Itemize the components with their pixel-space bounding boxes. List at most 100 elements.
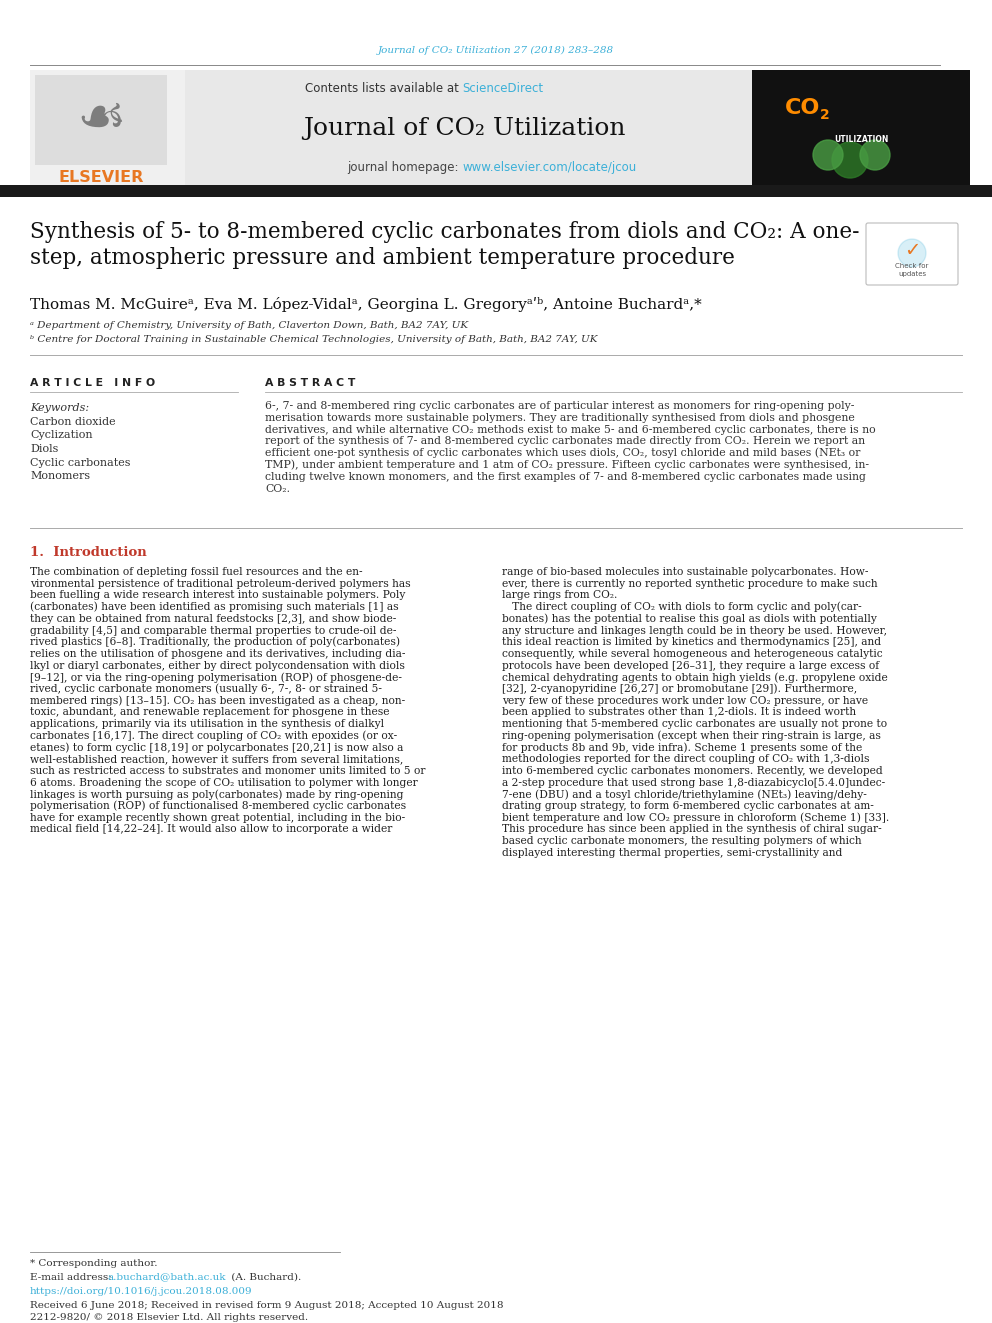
Text: etanes) to form cyclic [18,19] or polycarbonates [20,21] is now also a: etanes) to form cyclic [18,19] or polyca…: [30, 742, 404, 753]
Text: Check for: Check for: [896, 263, 929, 269]
Bar: [30, 70, 760, 188]
Circle shape: [813, 140, 843, 169]
Text: rived, cyclic carbonate monomers (usually 6-, 7-, 8- or strained 5-: rived, cyclic carbonate monomers (usuall…: [30, 684, 382, 695]
Text: Carbon dioxide: Carbon dioxide: [30, 417, 116, 427]
Text: A R T I C L E   I N F O: A R T I C L E I N F O: [30, 378, 155, 388]
Text: toxic, abundant, and renewable replacement for phosgene in these: toxic, abundant, and renewable replaceme…: [30, 708, 390, 717]
Text: (A. Buchard).: (A. Buchard).: [228, 1273, 302, 1282]
Text: ring-opening polymerisation (except when their ring-strain is large, as: ring-opening polymerisation (except when…: [502, 730, 881, 741]
Bar: [752, 70, 970, 188]
Text: for products 8b and 9b, vide infra). Scheme 1 presents some of the: for products 8b and 9b, vide infra). Sch…: [502, 742, 862, 753]
Text: ✓: ✓: [904, 241, 921, 259]
Circle shape: [832, 142, 868, 179]
Text: been fuelling a wide research interest into sustainable polymers. Poly: been fuelling a wide research interest i…: [30, 590, 406, 601]
Text: carbonates [16,17]. The direct coupling of CO₂ with epoxides (or ox-: carbonates [16,17]. The direct coupling …: [30, 730, 397, 741]
Text: derivatives, and while alternative CO₂ methods exist to make 5- and 6-membered c: derivatives, and while alternative CO₂ m…: [265, 425, 876, 434]
Text: The combination of depleting fossil fuel resources and the en-: The combination of depleting fossil fuel…: [30, 568, 363, 577]
Text: Journal of CO₂ Utilization 27 (2018) 283–288: Journal of CO₂ Utilization 27 (2018) 283…: [378, 45, 614, 54]
FancyBboxPatch shape: [866, 224, 958, 284]
Text: The direct coupling of CO₂ with diols to form cyclic and poly(car-: The direct coupling of CO₂ with diols to…: [502, 602, 862, 613]
Circle shape: [860, 140, 890, 169]
Text: merisation towards more sustainable polymers. They are traditionally synthesised: merisation towards more sustainable poly…: [265, 413, 855, 423]
Text: TMP), under ambient temperature and 1 atm of CO₂ pressure. Fifteen cyclic carbon: TMP), under ambient temperature and 1 at…: [265, 459, 869, 470]
Text: [32], 2-cyanopyridine [26,27] or bromobutane [29]). Furthermore,: [32], 2-cyanopyridine [26,27] or bromobu…: [502, 684, 857, 695]
Text: medical field [14,22–24]. It would also allow to incorporate a wider: medical field [14,22–24]. It would also …: [30, 824, 393, 835]
Text: drating group strategy, to form 6-membered cyclic carbonates at am-: drating group strategy, to form 6-member…: [502, 800, 874, 811]
Text: A B S T R A C T: A B S T R A C T: [265, 378, 355, 388]
Text: methodologies reported for the direct coupling of CO₂ with 1,3-diols: methodologies reported for the direct co…: [502, 754, 870, 765]
Text: ☙: ☙: [76, 93, 126, 147]
Text: [9–12], or via the ring-opening polymerisation (ROP) of phosgene-de-: [9–12], or via the ring-opening polymeri…: [30, 672, 402, 683]
Text: been applied to substrates other than 1,2-diols. It is indeed worth: been applied to substrates other than 1,…: [502, 708, 856, 717]
Text: https://doi.org/10.1016/j.jcou.2018.08.009: https://doi.org/10.1016/j.jcou.2018.08.0…: [30, 1287, 253, 1297]
Text: Monomers: Monomers: [30, 471, 90, 482]
Text: (carbonates) have been identified as promising such materials [1] as: (carbonates) have been identified as pro…: [30, 602, 399, 613]
Text: journal homepage:: journal homepage:: [347, 161, 462, 175]
Text: have for example recently shown great potential, including in the bio-: have for example recently shown great po…: [30, 812, 406, 823]
Circle shape: [898, 239, 926, 267]
Text: This procedure has since been applied in the synthesis of chiral sugar-: This procedure has since been applied in…: [502, 824, 882, 835]
Text: Thomas M. McGuireᵃ, Eva M. López-Vidalᵃ, Georgina L. Gregoryᵃʹᵇ, Antoine Buchard: Thomas M. McGuireᵃ, Eva M. López-Vidalᵃ,…: [30, 298, 701, 312]
Text: a 2-step procedure that used strong base 1,8-diazabicyclo[5.4.0]undec-: a 2-step procedure that used strong base…: [502, 778, 885, 787]
Text: mentioning that 5-membered cyclic carbonates are usually not prone to: mentioning that 5-membered cyclic carbon…: [502, 720, 887, 729]
Text: Received 6 June 2018; Received in revised form 9 August 2018; Accepted 10 August: Received 6 June 2018; Received in revise…: [30, 1301, 504, 1310]
Text: Journal of CO₂ Utilization: Journal of CO₂ Utilization: [304, 116, 626, 139]
Text: based cyclic carbonate monomers, the resulting polymers of which: based cyclic carbonate monomers, the res…: [502, 836, 862, 847]
Text: ScienceDirect: ScienceDirect: [462, 82, 544, 94]
Text: rived plastics [6–8]. Traditionally, the production of poly(carbonates): rived plastics [6–8]. Traditionally, the…: [30, 636, 400, 647]
Text: vironmental persistence of traditional petroleum-derived polymers has: vironmental persistence of traditional p…: [30, 578, 411, 589]
Text: well-established reaction, however it suffers from several limitations,: well-established reaction, however it su…: [30, 754, 404, 765]
Text: displayed interesting thermal properties, semi-crystallinity and: displayed interesting thermal properties…: [502, 848, 842, 857]
Text: such as restricted access to substrates and monomer units limited to 5 or: such as restricted access to substrates …: [30, 766, 426, 775]
Text: this ideal reaction is limited by kinetics and thermodynamics [25], and: this ideal reaction is limited by kineti…: [502, 638, 881, 647]
Text: chemical dehydrating agents to obtain high yields (e.g. propylene oxide: chemical dehydrating agents to obtain hi…: [502, 672, 888, 683]
Text: 6 atoms. Broadening the scope of CO₂ utilisation to polymer with longer: 6 atoms. Broadening the scope of CO₂ uti…: [30, 778, 418, 787]
Text: gradability [4,5] and comparable thermal properties to crude-oil de-: gradability [4,5] and comparable thermal…: [30, 626, 397, 635]
Bar: [0, 185, 992, 197]
Text: bonates) has the potential to realise this goal as diols with potentially: bonates) has the potential to realise th…: [502, 614, 877, 624]
Text: efficient one-pot synthesis of cyclic carbonates which uses diols, CO₂, tosyl ch: efficient one-pot synthesis of cyclic ca…: [265, 448, 860, 459]
Text: Synthesis of 5- to 8-membered cyclic carbonates from diols and CO₂: A one-: Synthesis of 5- to 8-membered cyclic car…: [30, 221, 859, 243]
Text: updates: updates: [898, 271, 927, 277]
Text: protocols have been developed [26–31], they require a large excess of: protocols have been developed [26–31], t…: [502, 660, 879, 671]
Text: E-mail address:: E-mail address:: [30, 1273, 115, 1282]
Text: UTILIZATION: UTILIZATION: [834, 135, 888, 144]
Text: they can be obtained from natural feedstocks [2,3], and show biode-: they can be obtained from natural feedst…: [30, 614, 397, 624]
Text: ᵃ Department of Chemistry, University of Bath, Claverton Down, Bath, BA2 7AY, UK: ᵃ Department of Chemistry, University of…: [30, 321, 468, 331]
Text: consequently, while several homogeneous and heterogeneous catalytic: consequently, while several homogeneous …: [502, 648, 883, 659]
Text: cluding twelve known monomers, and the first examples of 7- and 8-membered cycli: cluding twelve known monomers, and the f…: [265, 472, 866, 482]
Text: linkages is worth pursuing as poly(carbonates) made by ring-opening: linkages is worth pursuing as poly(carbo…: [30, 789, 404, 799]
Text: 2212-9820/ © 2018 Elsevier Ltd. All rights reserved.: 2212-9820/ © 2018 Elsevier Ltd. All righ…: [30, 1312, 309, 1322]
Text: bient temperature and low CO₂ pressure in chloroform (Scheme 1) [33].: bient temperature and low CO₂ pressure i…: [502, 812, 889, 823]
Text: ᵇ Centre for Doctoral Training in Sustainable Chemical Technologies, University : ᵇ Centre for Doctoral Training in Sustai…: [30, 336, 597, 344]
Text: www.elsevier.com/locate/jcou: www.elsevier.com/locate/jcou: [462, 161, 637, 175]
Text: CO₂.: CO₂.: [265, 484, 290, 493]
Text: ELSEVIER: ELSEVIER: [59, 171, 144, 185]
Text: Cyclization: Cyclization: [30, 430, 92, 441]
Bar: [35, 75, 167, 165]
Text: into 6-membered cyclic carbonates monomers. Recently, we developed: into 6-membered cyclic carbonates monome…: [502, 766, 883, 775]
Text: report of the synthesis of 7- and 8-membered cyclic carbonates made directly fro: report of the synthesis of 7- and 8-memb…: [265, 437, 865, 446]
Text: 7-ene (DBU) and a tosyl chloride/triethylamine (NEt₃) leaving/dehy-: 7-ene (DBU) and a tosyl chloride/triethy…: [502, 789, 867, 799]
Text: CO: CO: [785, 98, 820, 118]
Text: range of bio-based molecules into sustainable polycarbonates. How-: range of bio-based molecules into sustai…: [502, 568, 869, 577]
Text: Contents lists available at: Contents lists available at: [305, 82, 462, 94]
Text: relies on the utilisation of phosgene and its derivatives, including dia-: relies on the utilisation of phosgene an…: [30, 648, 406, 659]
Text: * Corresponding author.: * Corresponding author.: [30, 1259, 158, 1269]
Text: any structure and linkages length could be in theory be used. However,: any structure and linkages length could …: [502, 626, 887, 635]
Text: step, atmospheric pressure and ambient temperature procedure: step, atmospheric pressure and ambient t…: [30, 247, 735, 269]
Text: 2: 2: [820, 108, 829, 122]
Text: ever, there is currently no reported synthetic procedure to make such: ever, there is currently no reported syn…: [502, 578, 878, 589]
Text: a.buchard@bath.ac.uk: a.buchard@bath.ac.uk: [107, 1273, 225, 1282]
Text: 1.  Introduction: 1. Introduction: [30, 546, 147, 560]
Text: 6-, 7- and 8-membered ring cyclic carbonates are of particular interest as monom: 6-, 7- and 8-membered ring cyclic carbon…: [265, 401, 854, 411]
Text: large rings from CO₂.: large rings from CO₂.: [502, 590, 617, 601]
Text: lkyl or diaryl carbonates, either by direct polycondensation with diols: lkyl or diaryl carbonates, either by dir…: [30, 660, 405, 671]
Text: Cyclic carbonates: Cyclic carbonates: [30, 458, 131, 467]
Text: Keywords:: Keywords:: [30, 404, 89, 413]
Text: applications, primarily via its utilisation in the synthesis of dialkyl: applications, primarily via its utilisat…: [30, 720, 384, 729]
Text: Diols: Diols: [30, 445, 59, 454]
Text: very few of these procedures work under low CO₂ pressure, or have: very few of these procedures work under …: [502, 696, 868, 705]
Text: membered rings) [13–15]. CO₂ has been investigated as a cheap, non-: membered rings) [13–15]. CO₂ has been in…: [30, 696, 406, 706]
Bar: [30, 70, 185, 188]
